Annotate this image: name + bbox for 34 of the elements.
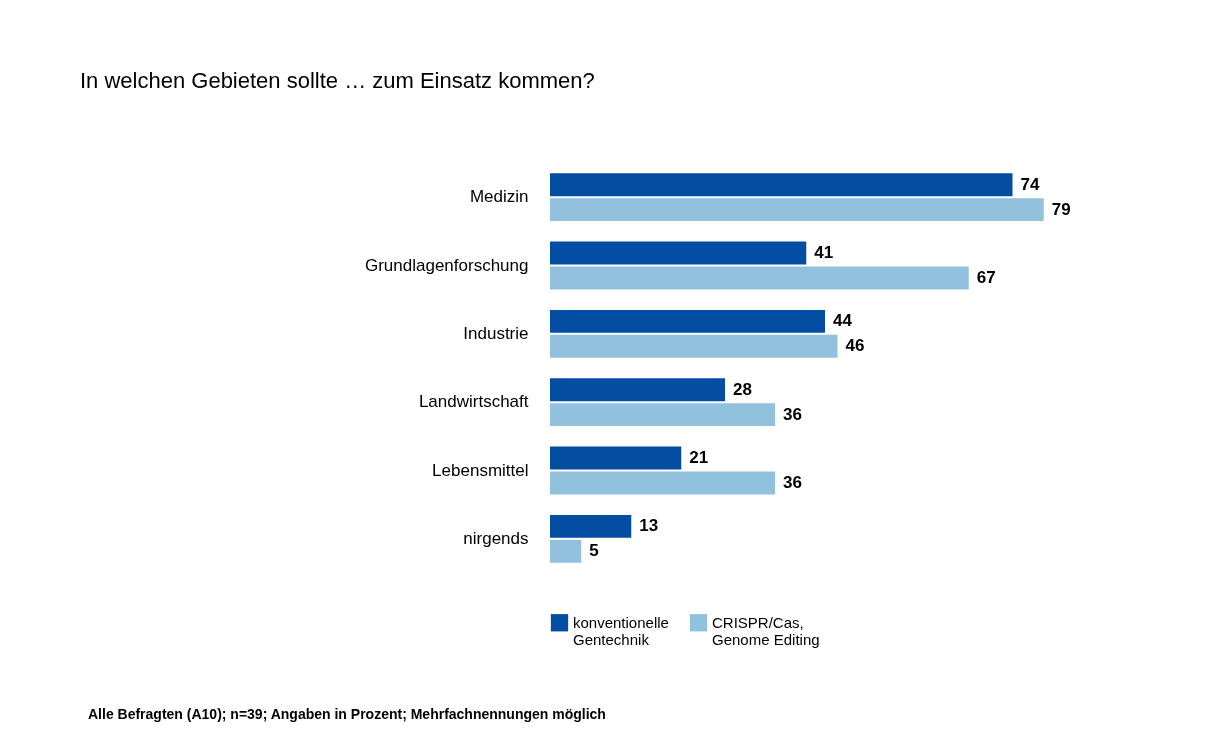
- data-label: 79: [1051, 199, 1071, 219]
- data-label: 41: [814, 243, 834, 263]
- y-tick-label: Lebensmittel: [432, 460, 529, 480]
- bar: [550, 241, 807, 265]
- data-label: 36: [783, 472, 802, 492]
- y-tick-label: Industrie: [463, 323, 529, 343]
- bar: [550, 198, 1044, 222]
- bar: [550, 378, 725, 402]
- bar: [550, 173, 1013, 197]
- bar: [550, 514, 632, 538]
- y-tick-label: nirgends: [463, 528, 529, 548]
- data-label: 74: [1020, 174, 1040, 194]
- data-label: 46: [845, 336, 865, 356]
- data-label: 36: [783, 404, 802, 424]
- legend-label: CRISPR/Cas, Genome Editing: [712, 613, 820, 648]
- text: Alle Befragten (A10); n=39; Angaben in Prozent; Mehrfachnennungen möglich: [88, 706, 606, 722]
- data-label: 13: [639, 516, 659, 536]
- bar: [550, 471, 775, 495]
- bar: [550, 446, 682, 470]
- data-label: 21: [689, 448, 709, 468]
- bar: [550, 266, 969, 290]
- y-tick-label: Grundlagenforschung: [364, 255, 529, 275]
- bar: [550, 334, 838, 358]
- data-label: 28: [733, 379, 752, 399]
- bar: [550, 539, 582, 563]
- bar: [550, 309, 825, 333]
- text: In welchen Gebieten sollte … zum Einsatz kommen?: [80, 68, 595, 93]
- data-label: 67: [976, 267, 996, 287]
- data-label: 5: [589, 541, 599, 561]
- y-tick-label: Medizin: [469, 187, 529, 207]
- y-tick-label: Landwirtschaft: [418, 392, 529, 412]
- legend-label: konventionelle Gentechnik: [573, 613, 669, 648]
- bar: [550, 403, 775, 427]
- data-label: 44: [833, 311, 853, 331]
